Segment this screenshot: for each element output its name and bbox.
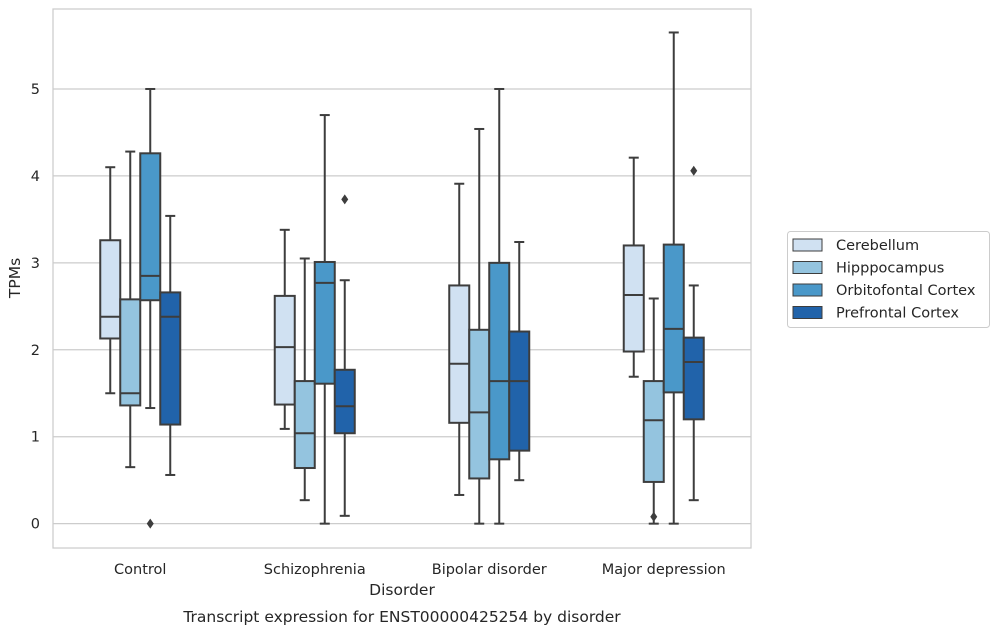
box-iqr xyxy=(139,152,162,302)
plot-area-frame xyxy=(52,8,752,549)
box-prefrontal-cortex xyxy=(508,240,531,482)
legend-swatch xyxy=(792,283,823,297)
box-prefrontal-cortex xyxy=(159,214,182,476)
chart-caption: Transcript expression for ENST0000042525… xyxy=(182,608,621,626)
box-orbitofontal-cortex xyxy=(662,31,685,525)
box-iqr xyxy=(293,380,316,470)
box-orbitofontal-cortex xyxy=(488,87,511,525)
box-hipppocampus xyxy=(468,127,491,525)
outlier-point xyxy=(690,165,698,176)
x-tick-label: Bipolar disorder xyxy=(432,562,547,578)
box-hipppocampus xyxy=(642,297,665,525)
legend-label: Orbitofontal Cortex xyxy=(836,283,976,299)
box-iqr xyxy=(448,284,471,424)
legend: Cerebellum Hipppocampus Orbitofontal Corte… xyxy=(787,231,990,328)
legend-swatch xyxy=(792,261,823,274)
box-cerebellum xyxy=(622,156,645,378)
y-tick-labels: 0 1 2 3 4 5 xyxy=(31,82,40,533)
box-orbitofontal-cortex xyxy=(139,87,162,529)
box-iqr xyxy=(622,244,645,353)
y-tick-label: 3 xyxy=(31,256,40,272)
y-tick-label: 1 xyxy=(31,430,40,446)
legend-swatch xyxy=(792,238,823,252)
legend-frame xyxy=(787,231,990,328)
box-cerebellum xyxy=(273,228,296,430)
outlier-point xyxy=(146,518,154,529)
box-iqr xyxy=(508,330,531,452)
x-tick-label: Control xyxy=(114,562,166,578)
box-prefrontal-cortex xyxy=(333,194,356,517)
outlier-point xyxy=(341,194,349,205)
box-iqr xyxy=(488,261,511,461)
box-iqr xyxy=(642,380,665,483)
box-iqr xyxy=(468,328,491,480)
y-tick-label: 2 xyxy=(31,343,40,359)
box-hipppocampus xyxy=(119,150,142,469)
box-prefrontal-cortex xyxy=(682,165,705,502)
y-tick-label: 4 xyxy=(31,169,40,185)
box-cerebellum xyxy=(448,182,471,496)
box-iqr xyxy=(99,239,122,340)
outlier-point xyxy=(650,511,658,522)
box-iqr xyxy=(662,243,685,394)
y-tick-label: 0 xyxy=(31,517,40,533)
box-iqr xyxy=(333,368,356,435)
legend-label: Cerebellum xyxy=(836,238,919,254)
box-iqr xyxy=(682,336,705,421)
box-iqr xyxy=(119,298,142,407)
y-tick-label: 5 xyxy=(31,82,40,98)
y-axis-label: TPMs xyxy=(6,258,24,299)
legend-label: Prefrontal Cortex xyxy=(836,306,959,322)
x-tick-labels: Control Schizophrenia Bipolar disorder Majo… xyxy=(114,562,726,578)
legend-swatch xyxy=(792,306,823,319)
x-tick-label: Schizophrenia xyxy=(264,562,366,578)
x-axis-label: Disorder xyxy=(369,581,435,599)
box-iqr xyxy=(273,294,296,406)
x-tick-label: Major depression xyxy=(602,562,726,578)
box-cerebellum xyxy=(99,166,122,395)
box-iqr xyxy=(313,260,336,385)
box-iqr xyxy=(159,291,182,426)
box-marks xyxy=(99,31,705,529)
box-orbitofontal-cortex xyxy=(313,114,336,525)
legend-label: Hipppocampus xyxy=(836,261,944,277)
box-hipppocampus xyxy=(293,257,316,502)
